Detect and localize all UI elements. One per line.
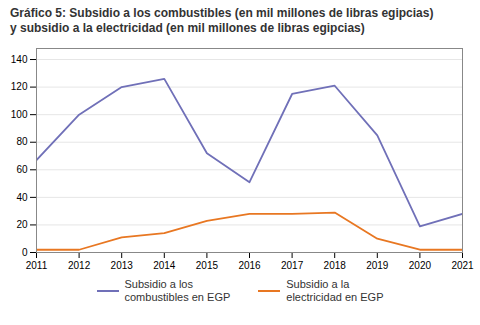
svg-text:2012: 2012 — [68, 260, 91, 271]
html-text:Subsidio a los combustibles en: Subsidio a los combustibles en EGP — [124, 278, 231, 304]
svg-text:120: 120 — [11, 81, 28, 92]
svg-text:2015: 2015 — [196, 260, 219, 271]
svg-text:20: 20 — [16, 219, 28, 230]
svg-text:40: 40 — [16, 192, 28, 203]
svg-text:2011: 2011 — [26, 260, 48, 271]
svg-text:2016: 2016 — [238, 260, 261, 271]
svg-text:100: 100 — [11, 109, 28, 120]
html-text:Gráfico 5: Subsidio a los comb: Gráfico 5: Subsidio a los combustibles (… — [10, 6, 434, 35]
svg-text:2020: 2020 — [409, 260, 432, 271]
svg-text:2017: 2017 — [281, 260, 304, 271]
svg-text:0: 0 — [22, 247, 28, 258]
svg-text:80: 80 — [16, 136, 28, 147]
svg-text:2013: 2013 — [111, 260, 134, 271]
svg-text:2021: 2021 — [451, 260, 474, 271]
svg-text:2014: 2014 — [153, 260, 176, 271]
svg-text:60: 60 — [16, 164, 28, 175]
svg-text:2018: 2018 — [324, 260, 347, 271]
svg-text:140: 140 — [11, 54, 28, 65]
svg-text:2019: 2019 — [366, 260, 389, 271]
html-text:Subsidio a la electricidad en: Subsidio a la electricidad en EGP — [286, 278, 384, 304]
